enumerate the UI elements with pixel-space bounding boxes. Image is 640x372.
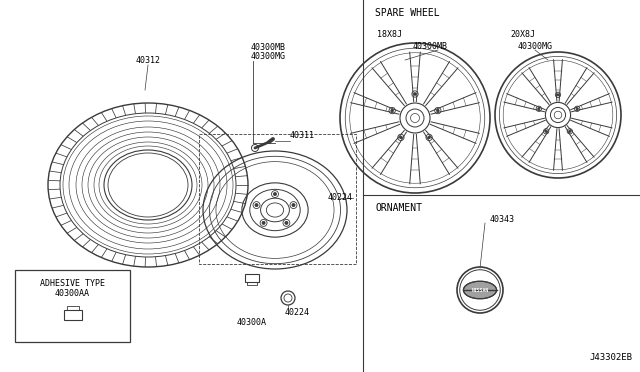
Text: J43302EB: J43302EB [589, 353, 632, 362]
Ellipse shape [463, 281, 497, 299]
Text: 40311: 40311 [290, 131, 315, 140]
Circle shape [557, 94, 559, 96]
Text: 40300MG: 40300MG [250, 52, 285, 61]
Bar [15, 270, 130, 342]
Text: 40343: 40343 [490, 215, 515, 224]
Text: 40300MB: 40300MB [250, 43, 285, 52]
Text: 40224: 40224 [328, 193, 353, 202]
Circle shape [413, 93, 417, 95]
Text: 40300MB: 40300MB [413, 42, 448, 51]
Text: 40224: 40224 [285, 308, 310, 317]
Bar [245, 274, 259, 282]
Circle shape [273, 192, 276, 196]
Text: 40312: 40312 [136, 56, 161, 65]
Text: 20X8J: 20X8J [510, 30, 535, 39]
Circle shape [285, 221, 288, 224]
Bar [63, 310, 81, 320]
Text: 18X8J: 18X8J [377, 30, 402, 39]
Circle shape [538, 108, 540, 110]
Text: 40300A: 40300A [237, 318, 267, 327]
Text: NISSAN: NISSAN [472, 288, 488, 292]
Circle shape [292, 203, 295, 207]
Text: SPARE WHEEL: SPARE WHEEL [375, 8, 440, 18]
Circle shape [436, 109, 439, 112]
Circle shape [262, 221, 265, 224]
Circle shape [576, 108, 579, 110]
Circle shape [545, 130, 547, 132]
Circle shape [255, 203, 258, 207]
Text: ORNAMENT: ORNAMENT [375, 203, 422, 213]
Circle shape [391, 109, 394, 112]
Circle shape [428, 136, 431, 139]
Text: 40300MG: 40300MG [518, 42, 553, 51]
Circle shape [399, 136, 403, 139]
Text: ADHESIVE TYPE: ADHESIVE TYPE [40, 279, 105, 288]
Text: 40300AA: 40300AA [55, 289, 90, 298]
Circle shape [569, 130, 571, 132]
